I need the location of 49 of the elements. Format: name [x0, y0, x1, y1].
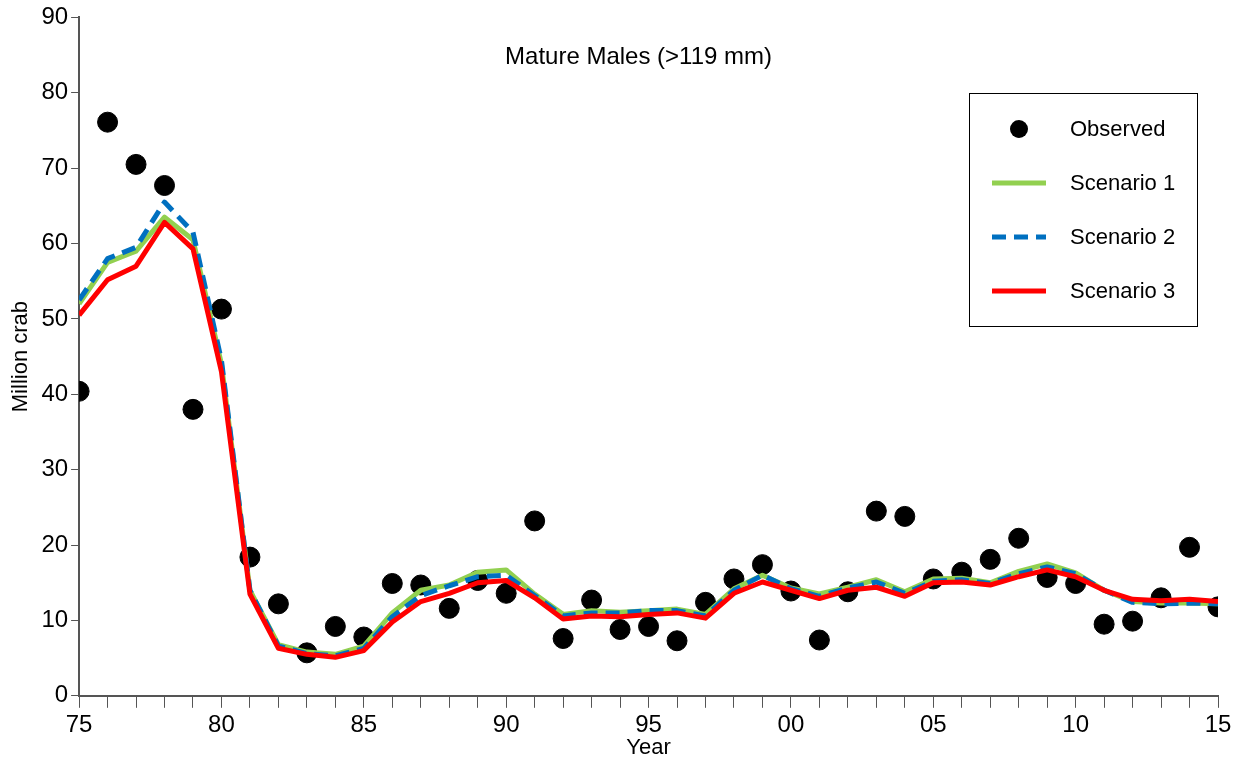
point	[1008, 527, 1030, 549]
x-tick-label: 80	[208, 709, 235, 737]
x-tick-label: 75	[65, 709, 93, 737]
x-tick-label: 90	[492, 709, 520, 737]
point	[808, 629, 830, 651]
point	[438, 597, 460, 619]
point	[894, 505, 916, 527]
point	[865, 500, 887, 522]
point	[324, 615, 346, 637]
y-tick-label: 40	[41, 378, 69, 406]
point	[524, 510, 546, 532]
y-tick-label: 60	[41, 228, 69, 256]
legend-label: Scenario 1	[1070, 170, 1176, 197]
point	[1093, 613, 1115, 635]
y-tick-label: 30	[41, 454, 69, 482]
y-tick-label: 0	[54, 680, 69, 708]
point	[182, 398, 204, 420]
point	[381, 572, 403, 594]
x-tick-label: 10	[1062, 709, 1089, 737]
point	[666, 630, 688, 652]
legend-label: Observed	[1070, 116, 1166, 143]
x-tick-label: 15	[1204, 709, 1232, 737]
point	[267, 593, 289, 615]
y-tick-label: 90	[41, 2, 69, 30]
point	[125, 153, 147, 175]
point	[495, 582, 517, 604]
point	[1122, 610, 1144, 632]
point	[581, 589, 603, 611]
x-tick-label: 05	[919, 709, 947, 737]
legend-label: Scenario 2	[1070, 224, 1176, 251]
y-tick-label: 80	[41, 77, 69, 105]
text: Mature Males (>119 mm)	[505, 42, 773, 70]
point	[751, 554, 773, 576]
point	[97, 111, 119, 133]
point	[638, 615, 660, 637]
point	[609, 618, 631, 640]
x-tick-label: 00	[777, 709, 805, 737]
y-tick-label: 50	[41, 303, 69, 331]
y-tick-label: 70	[41, 152, 69, 180]
point	[979, 548, 1001, 570]
y-tick-label: 10	[41, 605, 69, 633]
x-tick-label: 85	[350, 709, 378, 737]
point	[552, 628, 574, 650]
y-axis-title: Million crab	[7, 300, 33, 413]
point	[1179, 536, 1201, 558]
point	[154, 174, 176, 196]
point	[210, 298, 232, 320]
y-tick-label: 20	[41, 529, 69, 557]
legend-label: Scenario 3	[1070, 278, 1176, 305]
